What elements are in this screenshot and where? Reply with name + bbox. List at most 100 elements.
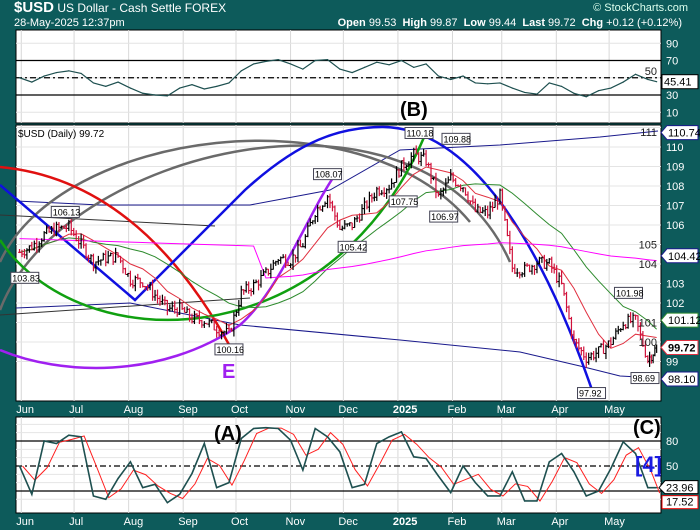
- stoch-d-line: [22, 427, 661, 502]
- rsi-point: [179, 87, 181, 89]
- stoch-point: [634, 452, 637, 455]
- price-label: 106.13: [53, 207, 81, 217]
- rsi-point: [191, 84, 193, 86]
- stoch-point: [154, 483, 156, 485]
- rsi-point: [253, 63, 255, 65]
- price-label: 110.18: [407, 128, 434, 138]
- month-label: Jul: [69, 404, 83, 416]
- rsi-point: [105, 85, 107, 87]
- rsi-point: [511, 87, 513, 89]
- moving-average-line: [19, 183, 657, 330]
- rsi-point: [314, 59, 316, 62]
- month-label: Dec: [338, 404, 358, 416]
- rsi-point: [536, 93, 538, 95]
- price-tick: 110: [666, 142, 684, 154]
- price-tick: 108: [666, 181, 684, 193]
- wave-4-label: [4]: [635, 452, 662, 477]
- stoch-point: [524, 500, 526, 502]
- stoch-point: [203, 442, 205, 445]
- rsi-point: [474, 82, 476, 84]
- stoch-point: [363, 483, 366, 485]
- rsi-point: [487, 83, 489, 85]
- gray-arc: [0, 139, 471, 263]
- rsi-point: [68, 70, 70, 72]
- price-label-box: [388, 195, 418, 208]
- purple-arc: [0, 174, 337, 370]
- rsi-point: [597, 90, 600, 92]
- rsi-point: [166, 95, 168, 97]
- price-tick: 101: [639, 318, 657, 330]
- month-label: Jun: [16, 516, 34, 528]
- rsi-last-value: 45.41: [664, 77, 692, 89]
- price-tick: 106: [666, 220, 684, 232]
- rsi-point: [388, 64, 390, 66]
- stoch-point: [573, 471, 575, 473]
- stoch-point: [289, 439, 292, 441]
- rsi-point: [216, 85, 218, 87]
- rsi-point: [43, 75, 45, 77]
- rsi-point: [622, 81, 624, 83]
- month-label: Oct: [231, 404, 248, 416]
- rsi-point: [413, 66, 415, 68]
- month-label: Nov: [286, 516, 306, 528]
- price-label: 105.42: [340, 242, 368, 252]
- rsi-point: [80, 72, 82, 75]
- axis-value-box: [660, 371, 699, 387]
- stoch-point: [302, 469, 304, 471]
- stoch-point: [656, 487, 658, 489]
- rsi-last-box: [661, 74, 699, 90]
- last-label: Last: [522, 17, 545, 29]
- axis-value-label: 99.72: [668, 342, 696, 354]
- stoch-point: [277, 427, 279, 430]
- rsi-point: [524, 91, 526, 94]
- stoch-point: [216, 487, 218, 489]
- change-value: +0.12 (+0.12%): [606, 17, 682, 29]
- stoch-point: [388, 436, 390, 438]
- cycle-arcs: [0, 125, 659, 391]
- price-label: 107.75: [391, 197, 419, 207]
- stoch-point: [462, 465, 464, 467]
- rsi-point: [117, 81, 119, 83]
- price-label-box: [50, 205, 80, 218]
- blue-arc: [0, 125, 594, 391]
- price-label: 103.83: [12, 273, 40, 283]
- rsi-point: [129, 87, 131, 89]
- axis-value-box: [660, 125, 699, 141]
- month-label: Apr: [551, 516, 568, 528]
- rsi-point: [647, 78, 649, 81]
- stoch-point: [166, 502, 168, 504]
- month-label: Jul: [69, 516, 83, 528]
- stoch-k-value: 23.96: [666, 483, 694, 495]
- rsi-point: [92, 82, 95, 84]
- price-label-box: [577, 387, 607, 400]
- price-label-box: [441, 132, 471, 145]
- stoch-point: [339, 451, 341, 453]
- stoch-point: [450, 492, 452, 494]
- rsi-panel: [15, 29, 662, 124]
- rsi-point: [610, 87, 612, 89]
- stoch-point: [351, 487, 353, 489]
- price-label-box: [337, 240, 367, 253]
- rsi-point: [376, 61, 378, 63]
- rsi-point: [548, 82, 550, 84]
- stoch-point: [413, 456, 415, 458]
- rsi-point: [450, 78, 452, 81]
- stoch-point: [622, 441, 624, 443]
- rsi-point: [339, 68, 341, 70]
- stoch-point: [179, 493, 181, 495]
- stochastic-indicator: [16, 426, 661, 504]
- stoch-d-value: 17.52: [666, 497, 694, 509]
- month-label: Oct: [231, 516, 248, 528]
- month-label: Mar: [497, 516, 516, 528]
- stoch-point: [43, 440, 45, 442]
- stoch-d-box: [661, 495, 699, 510]
- price-label: 106.97: [431, 212, 459, 222]
- rsi-point: [561, 85, 563, 87]
- axis-value-label: 110.74: [668, 128, 700, 140]
- rsi-point: [351, 71, 353, 74]
- price-label-box: [214, 343, 244, 356]
- rsi-point: [31, 81, 33, 83]
- stoch-point: [400, 431, 403, 433]
- symbol: $USD: [14, 0, 55, 16]
- stoch-point: [105, 498, 107, 500]
